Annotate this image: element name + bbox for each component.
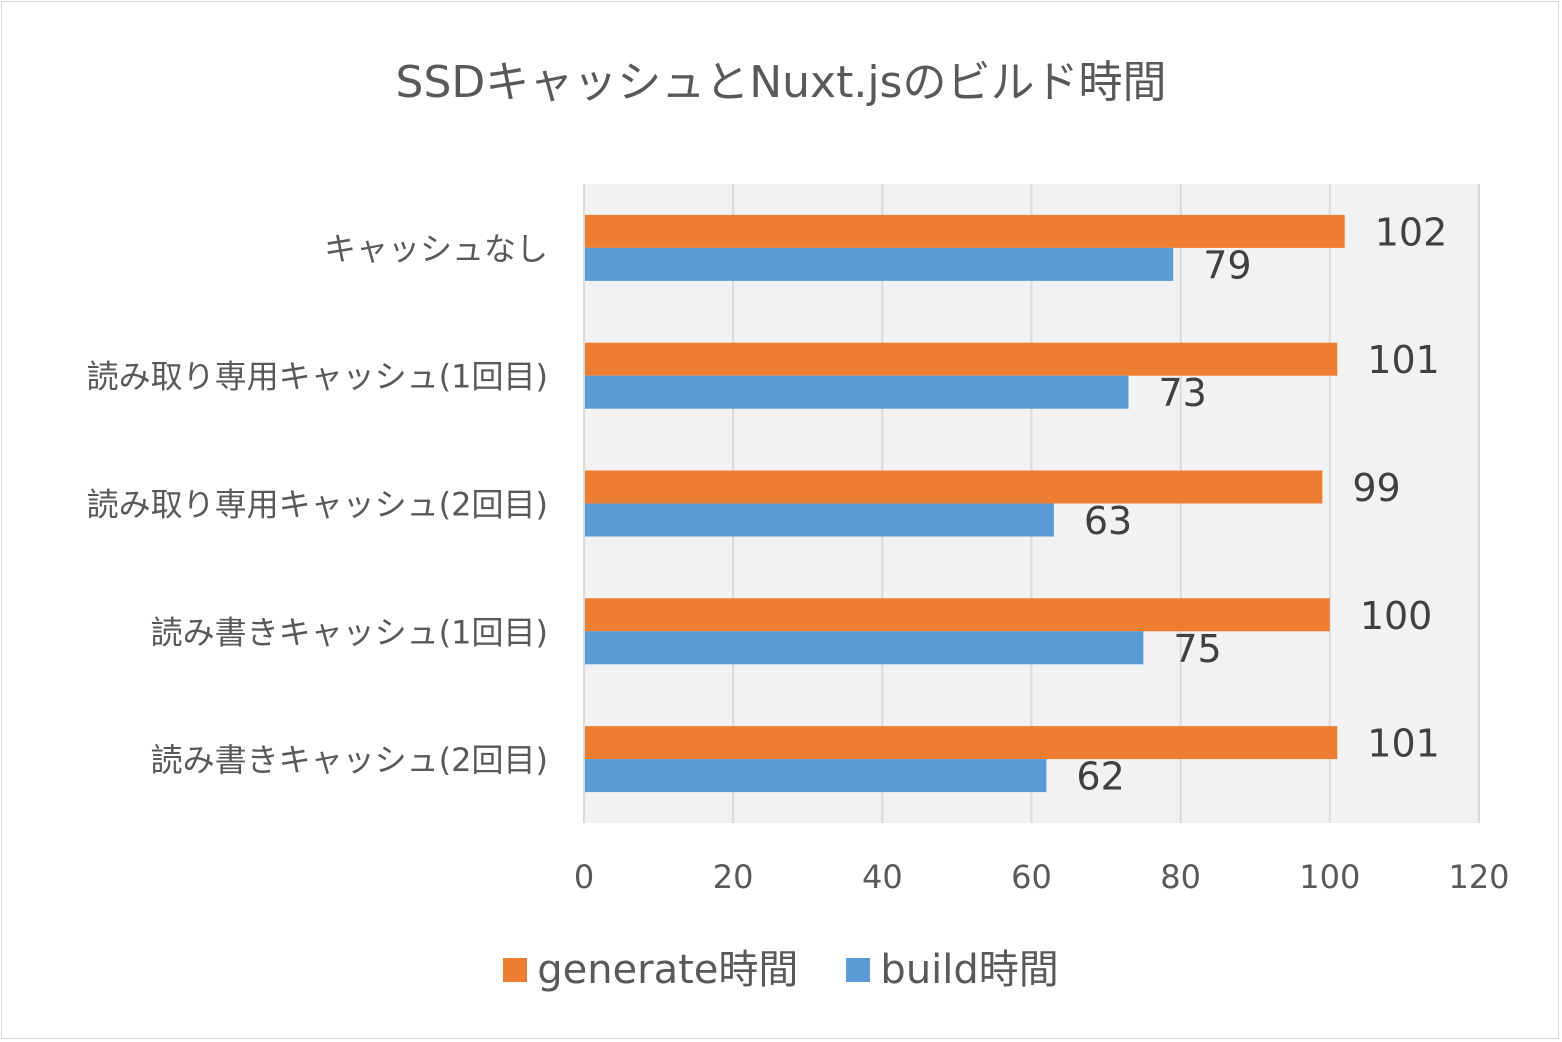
category-label: 読み書きキャッシュ(2回目)	[151, 741, 548, 779]
x-tick-label: 40	[862, 858, 903, 896]
chart-title: SSDキャッシュとNuxt.jsのビルド時間	[395, 57, 1167, 108]
data-label: 100	[1360, 594, 1433, 638]
bar-generate	[584, 470, 1323, 504]
data-label: 62	[1076, 755, 1124, 799]
data-label: 75	[1173, 627, 1221, 671]
legend-label: generate時間	[537, 947, 799, 993]
data-label: 73	[1158, 371, 1206, 415]
legend-item: build時間	[846, 940, 1059, 1000]
x-tick-label: 60	[1011, 858, 1052, 896]
data-label: 79	[1203, 243, 1251, 287]
legend-label: build時間	[880, 947, 1059, 993]
x-tick-label: 20	[713, 858, 754, 896]
data-label: 101	[1367, 722, 1440, 766]
data-label: 99	[1352, 466, 1400, 510]
bar-build	[584, 631, 1144, 665]
x-tick-label: 0	[574, 858, 594, 896]
data-label: 101	[1367, 338, 1440, 382]
bar-build	[584, 503, 1054, 537]
legend-swatch	[503, 958, 528, 982]
bar-build	[584, 759, 1047, 793]
bar-build	[584, 375, 1129, 409]
legend-swatch	[846, 958, 871, 982]
data-label: 63	[1084, 499, 1132, 543]
category-label: 読み取り専用キャッシュ(1回目)	[87, 358, 548, 396]
data-label: 102	[1375, 210, 1448, 254]
bar-build	[584, 247, 1174, 281]
x-tick-label: 120	[1448, 858, 1509, 896]
category-label: 読み取り専用キャッシュ(2回目)	[87, 486, 548, 524]
x-tick-label: 80	[1160, 858, 1201, 896]
legend-item: generate時間	[503, 940, 798, 1000]
bar-generate	[584, 342, 1338, 376]
category-label: キャッシュなし	[324, 230, 548, 268]
plot-area: 0 20 40 60 80 100 120 キャッシュなし 102 79 読み取り専用キャッシュ(1…	[87, 184, 1510, 896]
legend: generate時間 build時間	[0, 940, 1562, 1000]
bar-generate	[584, 598, 1330, 632]
x-tick-label: 100	[1299, 858, 1360, 896]
bar-generate	[584, 726, 1338, 760]
category-label: 読み書きキャッシュ(1回目)	[151, 613, 548, 651]
bar-generate	[584, 214, 1345, 248]
